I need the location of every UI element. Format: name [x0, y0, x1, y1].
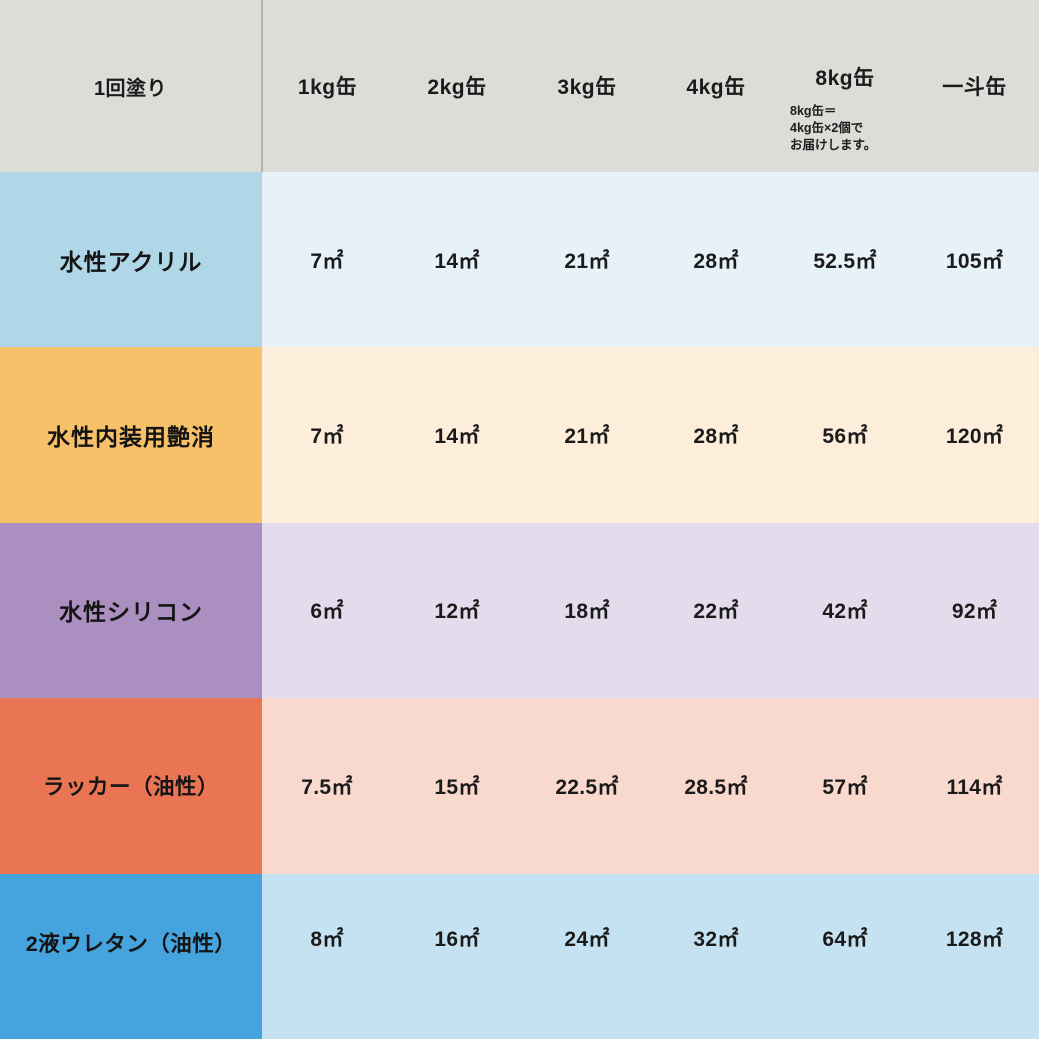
cell-acrylic-itto-text: 105㎡: [945, 249, 1004, 273]
table-row: 2液ウレタン（油性） 8㎡ 16㎡ 24㎡ 32㎡ 64㎡ 128㎡: [0, 873, 1039, 1039]
header-col-2kg-label: 2kg缶: [427, 76, 487, 99]
header-corner-label: 1回塗り: [0, 0, 263, 172]
table-body: 水性アクリル 7㎡ 14㎡ 21㎡ 28㎡ 52.5㎡ 105㎡: [0, 172, 1039, 1039]
row-label-acrylic-text: 水性アクリル: [59, 248, 203, 275]
cell-silicone-8kg: 42㎡: [780, 522, 910, 699]
cell-interior-matte-4kg: 28㎡: [652, 347, 780, 523]
cell-silicone-4kg: 22㎡: [652, 522, 780, 699]
row-label-silicone: 水性シリコン: [0, 522, 262, 699]
cell-lacquer-8kg-text: 57㎡: [822, 775, 868, 799]
header-col-8kg-label: 8kg缶: [815, 67, 875, 90]
cell-lacquer-3kg-text: 22.5㎡: [555, 775, 619, 799]
cell-acrylic-8kg-text: 52.5㎡: [813, 249, 877, 273]
cell-interior-matte-itto: 120㎡: [910, 347, 1039, 523]
table-row: 水性内装用艶消 7㎡ 14㎡ 21㎡ 28㎡ 56㎡ 120㎡: [0, 347, 1039, 523]
header-col-3kg-label: 3kg缶: [557, 76, 617, 99]
header-col-1kg: 1kg缶: [262, 0, 392, 172]
cell-urethane-4kg-text: 32㎡: [693, 928, 739, 952]
cell-urethane-3kg-text: 24㎡: [564, 928, 610, 952]
cell-silicone-4kg-text: 22㎡: [693, 600, 739, 624]
row-label-lacquer: ラッカー（油性）: [0, 698, 262, 874]
cell-urethane-1kg: 8㎡: [262, 873, 392, 1039]
table-row: 水性シリコン 6㎡ 12㎡ 18㎡ 22㎡ 42㎡ 92㎡: [0, 522, 1039, 699]
cell-interior-matte-2kg-text: 14㎡: [434, 425, 480, 449]
cell-acrylic-8kg: 52.5㎡: [780, 172, 910, 348]
header-col-3kg: 3kg缶: [522, 0, 652, 172]
cell-acrylic-4kg: 28㎡: [652, 172, 780, 348]
header-col-8kg-note-line-2: 4kg缶×2個で: [790, 120, 864, 135]
table-row: ラッカー（油性） 7.5㎡ 15㎡ 22.5㎡ 28.5㎡ 57㎡ 114㎡: [0, 698, 1039, 874]
cell-acrylic-3kg: 21㎡: [522, 172, 652, 348]
cell-lacquer-itto: 114㎡: [910, 698, 1039, 874]
header-col-4kg: 4kg缶: [652, 0, 780, 172]
header-col-8kg-note-line-1: 8kg缶＝: [790, 104, 837, 118]
row-label-urethane: 2液ウレタン（油性）: [0, 873, 262, 1039]
header-col-4kg-label: 4kg缶: [686, 76, 746, 99]
cell-silicone-8kg-text: 42㎡: [822, 600, 868, 624]
cell-lacquer-1kg: 7.5㎡: [262, 698, 392, 874]
header-col-itto: 一斗缶: [910, 0, 1039, 172]
cell-silicone-1kg-text: 6㎡: [310, 600, 344, 624]
cell-lacquer-3kg: 22.5㎡: [522, 698, 652, 874]
cell-silicone-1kg: 6㎡: [262, 522, 392, 699]
row-label-lacquer-text: ラッカー（油性）: [42, 775, 219, 800]
cell-silicone-itto-text: 92㎡: [951, 600, 998, 624]
cell-urethane-2kg-text: 16㎡: [434, 928, 480, 952]
cell-interior-matte-3kg: 21㎡: [522, 347, 652, 523]
header-col-1kg-label: 1kg缶: [297, 76, 358, 99]
cell-lacquer-2kg-text: 15㎡: [434, 775, 480, 799]
cell-urethane-2kg: 16㎡: [392, 873, 522, 1039]
cell-urethane-1kg-text: 8㎡: [310, 928, 344, 952]
corner-label-text: 1回塗り: [93, 77, 168, 100]
cell-interior-matte-3kg-text: 21㎡: [564, 425, 610, 449]
row-label-urethane-text: 2液ウレタン（油性）: [25, 931, 237, 956]
cell-acrylic-3kg-text: 21㎡: [564, 249, 610, 273]
header-col-8kg-note-line-3: お届けします。: [790, 137, 877, 152]
cell-silicone-2kg: 12㎡: [392, 522, 522, 699]
cell-urethane-itto: 128㎡: [910, 873, 1039, 1039]
cell-acrylic-2kg-text: 14㎡: [434, 249, 480, 273]
cell-lacquer-4kg-text: 28.5㎡: [684, 775, 748, 799]
cell-acrylic-1kg-text: 7㎡: [310, 249, 344, 273]
header-col-2kg: 2kg缶: [392, 0, 522, 172]
cell-lacquer-4kg: 28.5㎡: [652, 698, 780, 874]
header-col-8kg: 8kg缶 8kg缶＝ 4kg缶×2個で お届けします。: [780, 0, 910, 172]
cell-acrylic-4kg-text: 28㎡: [693, 249, 739, 273]
header-col-8kg-note: 8kg缶＝ 4kg缶×2個で お届けします。: [790, 103, 876, 154]
cell-lacquer-2kg: 15㎡: [392, 698, 522, 874]
table-row: 水性アクリル 7㎡ 14㎡ 21㎡ 28㎡ 52.5㎡ 105㎡: [0, 172, 1039, 348]
cell-silicone-2kg-text: 12㎡: [434, 600, 480, 624]
cell-interior-matte-2kg: 14㎡: [392, 347, 522, 523]
row-label-silicone-text: 水性シリコン: [59, 599, 203, 626]
row-label-acrylic: 水性アクリル: [0, 172, 262, 348]
cell-lacquer-1kg-text: 7.5㎡: [301, 775, 353, 799]
cell-lacquer-8kg: 57㎡: [780, 698, 910, 874]
cell-silicone-3kg-text: 18㎡: [564, 600, 610, 624]
cell-acrylic-itto: 105㎡: [910, 172, 1039, 348]
cell-interior-matte-8kg-text: 56㎡: [822, 425, 868, 449]
cell-urethane-4kg: 32㎡: [652, 873, 780, 1039]
cell-interior-matte-1kg: 7㎡: [262, 347, 392, 523]
cell-silicone-3kg: 18㎡: [522, 522, 652, 699]
table-header-row: 1回塗り 1kg缶 2kg缶 3kg缶 4kg缶 8kg缶 8kg缶＝ 4kg缶…: [0, 0, 1039, 172]
cell-interior-matte-8kg: 56㎡: [780, 347, 910, 523]
row-label-interior-matte: 水性内装用艶消: [0, 347, 262, 523]
cell-silicone-itto: 92㎡: [910, 522, 1039, 699]
header-col-itto-label: 一斗缶: [942, 76, 1007, 99]
cell-urethane-8kg-text: 64㎡: [822, 928, 868, 952]
cell-interior-matte-1kg-text: 7㎡: [310, 425, 344, 449]
cell-urethane-itto-text: 128㎡: [945, 928, 1004, 952]
cell-interior-matte-4kg-text: 28㎡: [693, 425, 739, 449]
cell-acrylic-1kg: 7㎡: [262, 172, 392, 348]
cell-urethane-8kg: 64㎡: [780, 873, 910, 1039]
cell-interior-matte-itto-text: 120㎡: [945, 425, 1004, 449]
cell-acrylic-2kg: 14㎡: [392, 172, 522, 348]
cell-lacquer-itto-text: 114㎡: [946, 775, 1003, 799]
row-label-interior-matte-text: 水性内装用艶消: [47, 424, 215, 451]
cell-urethane-3kg: 24㎡: [522, 873, 652, 1039]
